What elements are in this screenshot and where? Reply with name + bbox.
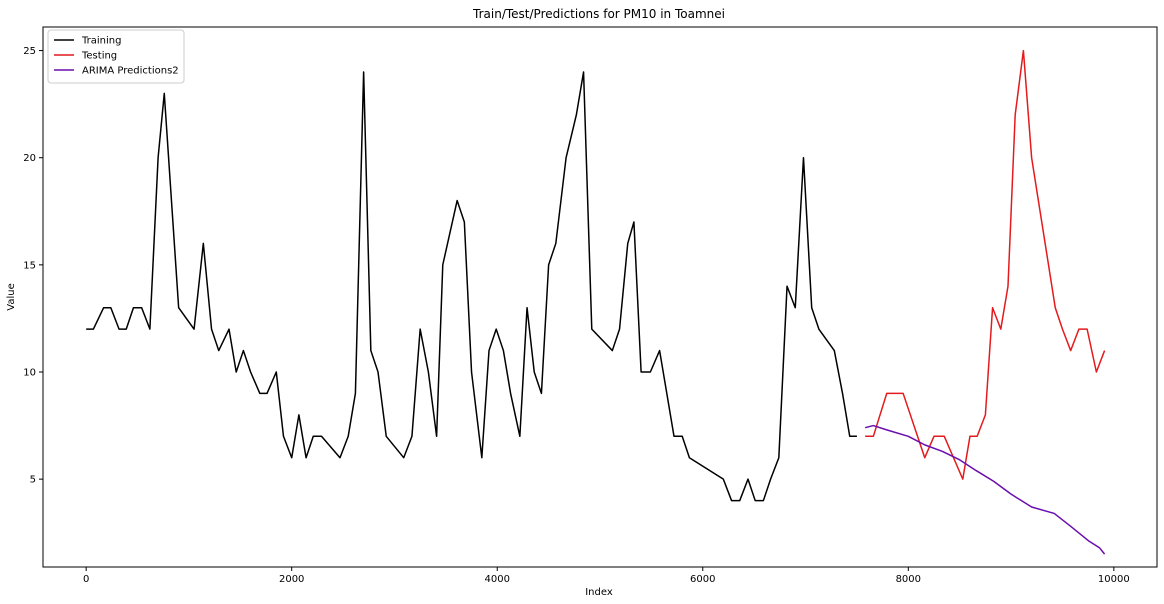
- x-tick-label: 0: [83, 574, 89, 585]
- series-2: [864, 424, 1106, 555]
- x-tick-label: 4000: [485, 574, 510, 585]
- legend-label-0: Training: [81, 36, 121, 47]
- legend-label-1: Testing: [81, 51, 117, 62]
- y-tick-label: 10: [23, 368, 36, 379]
- y-axis-label: Value: [6, 283, 17, 310]
- series-1: [865, 49, 1106, 480]
- chart-title: Train/Test/Predictions for PM10 in Toamn…: [472, 7, 725, 21]
- y-tick-label: 15: [23, 260, 36, 271]
- x-tick-label: 6000: [690, 574, 715, 585]
- x-tick-label: 2000: [279, 574, 304, 585]
- x-tick-label: 10000: [1098, 574, 1130, 585]
- y-tick-label: 20: [23, 153, 36, 164]
- legend-label-2: ARIMA Predictions2: [82, 66, 179, 77]
- legend-box: [47, 29, 185, 84]
- series-0: [86, 71, 857, 502]
- x-tick-label: 8000: [896, 574, 921, 585]
- legend: Training Testing ARIMA Predictions2: [47, 29, 185, 84]
- series-line-2: [864, 424, 1106, 555]
- x-axis-label: Index: [585, 587, 613, 598]
- y-tick-label: 25: [23, 46, 36, 57]
- plot-area-frame: [42, 26, 1158, 568]
- y-tick-label: 5: [30, 475, 36, 486]
- series-line-1: [865, 49, 1106, 480]
